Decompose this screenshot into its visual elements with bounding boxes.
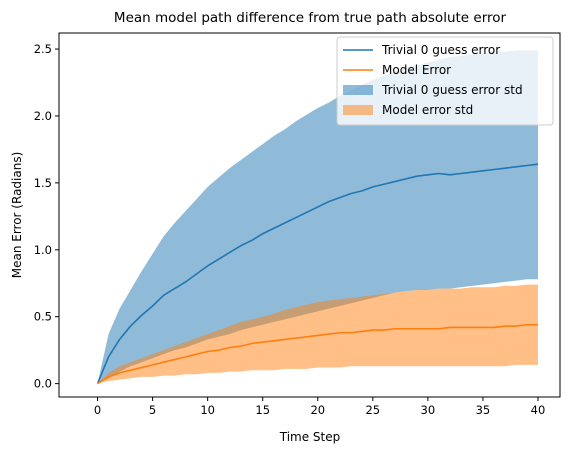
y-tick-label: 0.5 [34, 310, 52, 324]
legend-label-model-error-std: Model error std [382, 103, 473, 117]
y-tick-label: 1.5 [34, 176, 52, 190]
x-tick-label: 35 [476, 403, 491, 417]
y-axis-title: Mean Error (Radians) [10, 152, 24, 279]
x-tick-label: 5 [149, 403, 156, 417]
y-tick-label: 2.5 [34, 42, 52, 56]
band-model-error-std [97, 284, 538, 384]
y-tick-label: 1.0 [34, 243, 52, 257]
y-tick-label: 0.0 [34, 377, 52, 391]
band-trivial-0-guess-error-std [97, 50, 538, 384]
legend-swatch-trivial-0-guess-error-std [343, 85, 373, 95]
legend-label-model-error: Model Error [382, 63, 451, 77]
series-lines-layer [96, 163, 539, 385]
x-tick-label: 15 [255, 403, 270, 417]
legend-label-trivial-0-guess-error: Trivial 0 guess error [381, 43, 500, 57]
line-model-error [97, 323, 538, 385]
x-tick-label: 20 [310, 403, 325, 417]
x-axis-ticks: 0 5 10 15 20 25 30 35 40 [94, 397, 545, 417]
y-tick-label: 2.0 [34, 109, 52, 123]
line-trivial-0-guess-error [96, 163, 539, 384]
x-tick-label: 0 [94, 403, 101, 417]
x-tick-label: 25 [365, 403, 380, 417]
plot-frame [58, 32, 561, 398]
x-tick-label: 10 [200, 403, 215, 417]
x-axis-title: Time Step [279, 430, 341, 444]
y-axis-ticks: 0.0 0.5 1.0 1.5 2.0 2.5 [34, 42, 59, 391]
legend-box [336, 36, 554, 126]
chart-title: Mean model path difference from true pat… [114, 10, 507, 26]
legend: Trivial 0 guess error Model Error Trivial … [336, 36, 554, 126]
x-tick-label: 30 [421, 403, 436, 417]
legend-label-trivial-0-guess-error-std: Trivial 0 guess error std [381, 83, 523, 97]
legend-swatch-model-error-std [343, 105, 373, 115]
std-bands-layer [97, 50, 538, 384]
x-tick-label: 40 [531, 403, 546, 417]
